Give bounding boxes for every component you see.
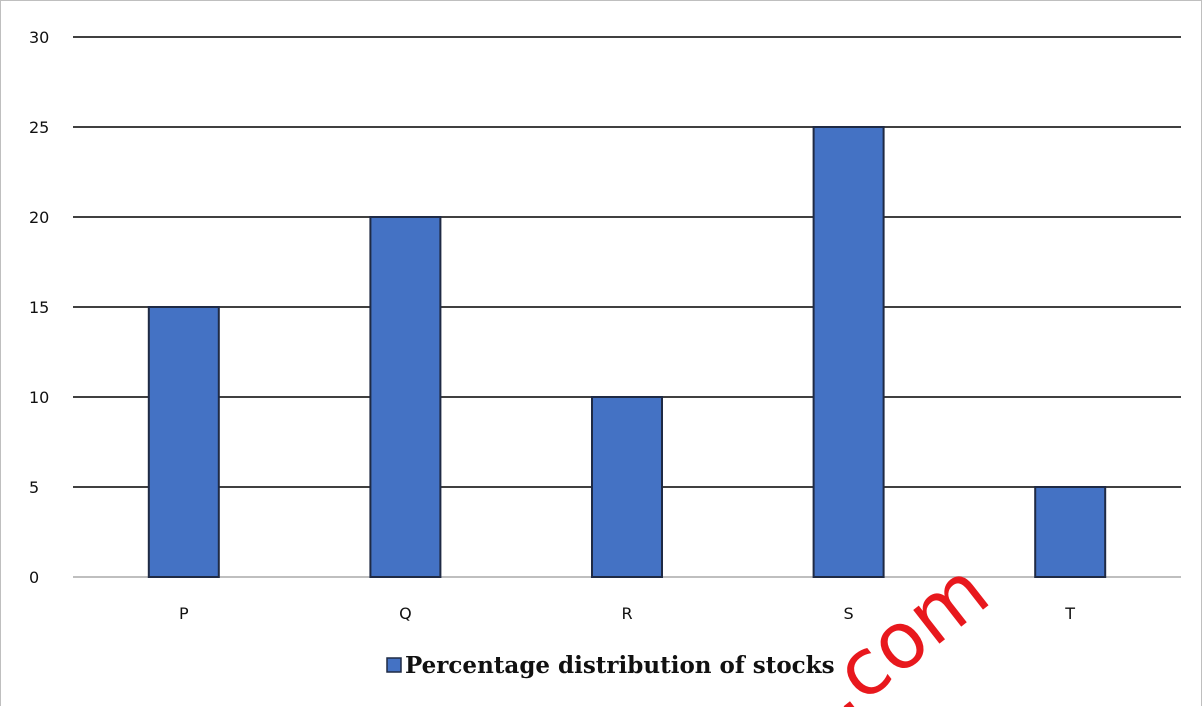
y-tick-label: 30 (29, 28, 49, 47)
bar (591, 396, 663, 578)
y-tick-label: 15 (29, 298, 49, 317)
y-tick-label: 10 (29, 388, 49, 407)
legend: Percentage distribution of stocks (386, 652, 835, 679)
legend-label: Percentage distribution of stocks (405, 652, 835, 679)
x-tick-label: P (179, 604, 189, 623)
bar (812, 126, 885, 578)
x-axis-tick-labels: P Q R S T (179, 604, 1075, 623)
y-tick-label: 5 (29, 478, 39, 497)
bar (369, 216, 442, 578)
bars (147, 126, 1107, 578)
x-tick-label: R (621, 604, 632, 623)
y-tick-label: 25 (29, 118, 49, 137)
x-tick-label: Q (399, 604, 412, 623)
y-axis-tick-labels: 0 5 10 15 20 25 30 (29, 28, 49, 587)
y-tick-label: 0 (29, 568, 39, 587)
x-tick-label: T (1064, 604, 1075, 623)
x-tick-label: S (844, 604, 854, 623)
y-tick-label: 20 (29, 208, 49, 227)
bar (1034, 486, 1107, 578)
bar (147, 306, 220, 578)
gridlines (73, 36, 1181, 578)
legend-swatch (386, 657, 402, 673)
